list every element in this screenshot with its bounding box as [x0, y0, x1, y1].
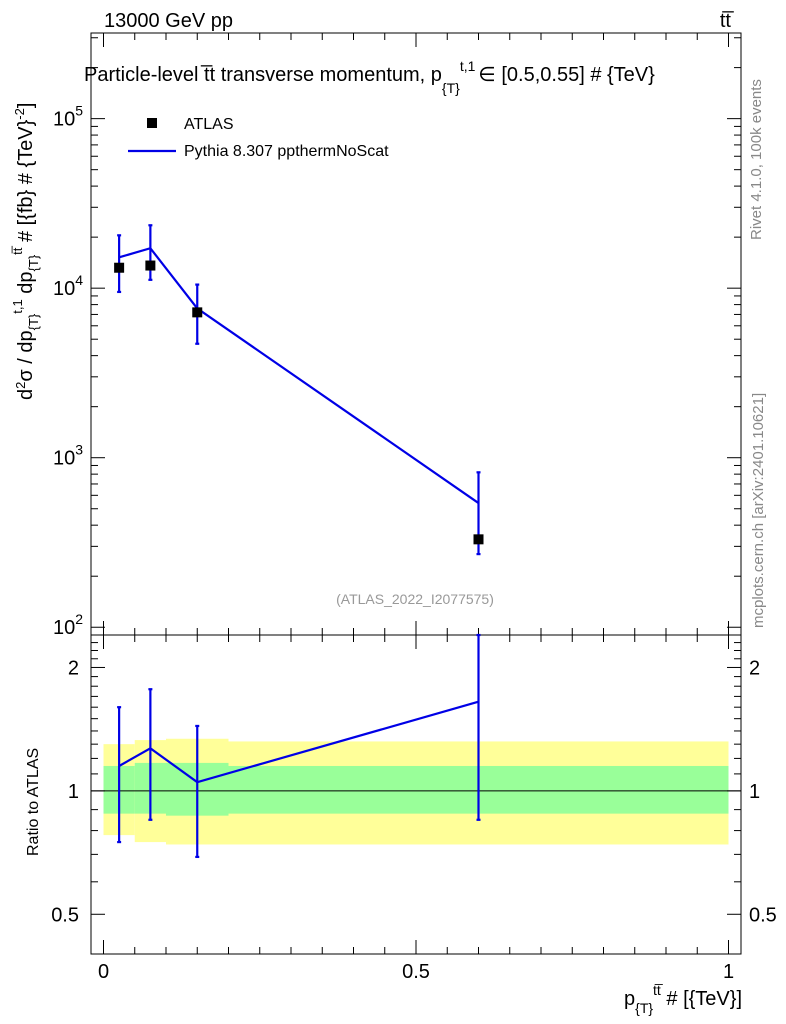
legend-mc-label: Pythia 8.307 ppthermNoScat [184, 143, 389, 160]
ratio-y-tick-label-right: 0.5 [749, 904, 777, 926]
plot-title-main: Particle-level t̅t transverse momentum, … [84, 64, 442, 86]
main-y-tick-label: 103 [53, 442, 83, 470]
main-y-tick-label: 105 [53, 103, 83, 131]
main-y-tick-label: 104 [53, 272, 83, 300]
ratio-y-tick-label-right: 2 [749, 657, 760, 679]
ratio-panel: 0.5 0.5 1 1 2 2 0 0.5 1 [51, 633, 777, 983]
ratio-ylabel: Ratio to ATLAS [25, 748, 42, 856]
ratio-y-tick-label: 2 [68, 657, 79, 679]
process-label: tt̅ [720, 10, 734, 32]
ratio-y-tick-label: 0.5 [51, 904, 79, 926]
plot-title: Particle-level t̅t transverse momentum, … [84, 58, 655, 96]
ratio-y-tick-label: 1 [68, 781, 79, 803]
main-y-tick-label: 102 [53, 611, 83, 639]
data-point [114, 262, 125, 273]
mc-series-line [118, 246, 480, 504]
legend-data-marker [147, 118, 157, 128]
plot-title-sup: t,1 [460, 58, 476, 74]
x-tick-label: 0.5 [402, 961, 430, 983]
rivet-label: Rivet 4.1.0, 100k events [748, 79, 765, 240]
data-point [473, 534, 484, 545]
x-axis-label: p{T}tt̅ # [{TeV}] [624, 982, 742, 1016]
plot-title-sub: {T} [442, 80, 460, 96]
legend-data-label: ATLAS [184, 116, 234, 133]
plot-title-tail: ∈ [0.5,0.55] # {TeV} [478, 64, 655, 86]
data-point [192, 307, 203, 318]
ratio-y-tick-label-right: 1 [749, 781, 760, 803]
mcplots-label: mcplots.cern.ch [arXiv:2401.10621] [750, 393, 767, 628]
x-tick-label: 1 [723, 961, 734, 983]
ratio-series-line [118, 700, 479, 784]
x-tick-label: 0 [98, 961, 109, 983]
data-point [145, 260, 156, 271]
main-ylabel: d2σ / dp{T}t,1 dp{T}tt̅ # [{fb} # {TeV}-… [10, 103, 41, 400]
analysis-watermark: (ATLAS_2022_I2077575) [336, 591, 494, 607]
energy-label: 13000 GeV pp [104, 10, 233, 32]
legend: ATLAS Pythia 8.307 ppthermNoScat [128, 116, 389, 160]
